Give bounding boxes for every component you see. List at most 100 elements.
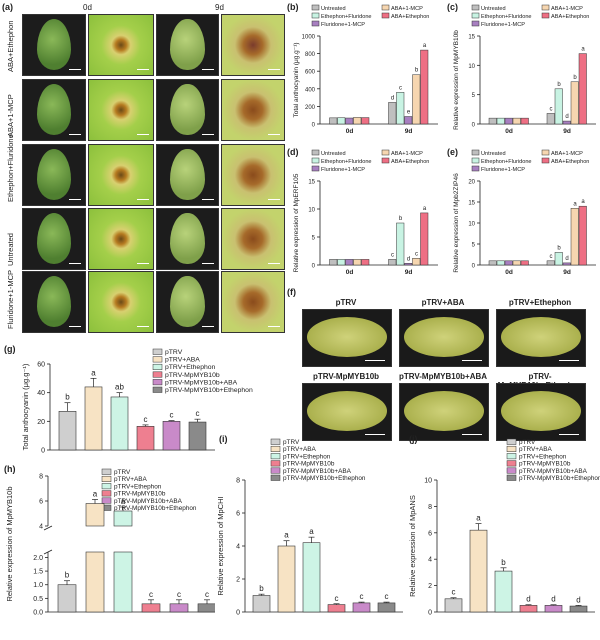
significance-letter: d: [565, 256, 568, 262]
leaf-photo-r0-c0: [22, 14, 86, 76]
legend-label: pTRV+ABA: [519, 446, 552, 453]
significance-letter: a: [423, 43, 427, 49]
legend-label: Ethephon+Fluridone: [321, 159, 372, 165]
bar-upper: [113, 510, 133, 527]
legend-label: pTRV-MpMYB10b+ABA: [114, 498, 183, 505]
bar: [252, 595, 271, 613]
significance-letter: b: [65, 393, 70, 402]
y-tick-label: 1.0: [33, 582, 43, 589]
significance-letter: d: [407, 256, 410, 262]
leaf-photo-r1-c2: [156, 79, 219, 141]
significance-letter: c: [391, 252, 394, 258]
legend-swatch: [270, 467, 281, 474]
leaf-shape: [36, 18, 72, 71]
bar: [162, 421, 181, 451]
legend-label: Untreated: [321, 151, 346, 157]
legend-label: pTRV-MpMYB10b: [114, 491, 166, 498]
y-tick-label: 4: [236, 544, 240, 551]
leaf-shape: [36, 212, 72, 265]
chart-d: (d) Untreated Ethephon+Fluridone Fluridone+…: [287, 147, 438, 276]
legend-swatch: [471, 4, 480, 11]
bar: [84, 386, 103, 451]
leaf-shape: [36, 148, 72, 201]
bar: [110, 396, 129, 451]
legend-swatch: [311, 157, 320, 164]
bar: [569, 605, 588, 613]
y-tick-label: 6: [39, 499, 43, 506]
scale-bar: [69, 262, 81, 264]
bar: [512, 260, 521, 266]
legend-swatch: [506, 445, 517, 452]
legend-label: pTRV+Ethephon: [283, 453, 331, 460]
scale-bar: [137, 198, 149, 200]
legend-swatch: [541, 12, 550, 19]
leaf-photo-r4-c3: [221, 271, 285, 333]
y-tick-label: 0: [41, 448, 45, 455]
bar: [377, 602, 396, 613]
legend-label: pTRV: [283, 439, 300, 446]
legend-label: Fluridone+1-MCP: [321, 167, 365, 173]
scale-bar: [462, 359, 482, 361]
legend-label: pTRV-MpMYB10b: [519, 461, 571, 468]
significance-letter: b: [415, 68, 419, 74]
y-axis-label: Relative expression of MpMYB10b: [5, 486, 14, 601]
y-tick-label: 60: [37, 362, 45, 369]
y-tick-label: 10: [424, 478, 432, 485]
significance-letter: a: [581, 199, 585, 205]
significance-letter: a: [309, 527, 314, 536]
legend-label: pTRV: [519, 439, 536, 446]
scale-bar: [69, 133, 81, 135]
vigs-leaf-photo-2: [496, 309, 586, 367]
bar: [396, 92, 405, 125]
y-tick-label: 8: [236, 478, 240, 485]
significance-letter: c: [415, 251, 418, 257]
significance-letter: c: [452, 588, 456, 597]
y-tick-label: 5: [472, 243, 476, 249]
significance-letter: e: [407, 110, 411, 116]
leaf-shape: [403, 390, 485, 432]
bar: [302, 542, 321, 613]
bar: [327, 604, 346, 613]
bar: [519, 605, 538, 613]
legend-swatch: [506, 474, 517, 481]
y-tick-label: 200: [305, 105, 316, 111]
legend-swatch: [311, 4, 320, 11]
legend-swatch: [101, 497, 112, 504]
day-label-0d: 0d: [83, 3, 92, 12]
leaf-photo-r0-c2: [156, 14, 219, 76]
leaf-shape: [170, 18, 205, 71]
legend-label: pTRV-MpMYB10b+ABA: [283, 468, 352, 475]
bar: [554, 252, 563, 266]
bar: [141, 603, 161, 613]
scale-bar: [137, 262, 149, 264]
legend-label: pTRV-MpMYB10b: [283, 461, 335, 468]
legend-label: ABA+1-MCP: [391, 151, 423, 157]
leaf-shape: [170, 83, 205, 136]
legend-label: Untreated: [481, 151, 506, 157]
y-axis-label: Relative expression of MpERF105: [293, 173, 300, 272]
legend-swatch: [152, 371, 163, 378]
legend-label: pTRV-MpMYB10b+Ethephon: [519, 475, 600, 482]
bar: [388, 259, 397, 266]
y-tick-label: 600: [305, 70, 316, 76]
legend-label: Fluridone+1-MCP: [481, 22, 525, 28]
legend-swatch: [541, 149, 550, 156]
y-tick-label: 0: [312, 123, 316, 129]
y-tick-label: 0: [472, 264, 476, 270]
panel-letter: (j): [409, 434, 418, 444]
bar: [494, 570, 513, 613]
bar: [353, 259, 362, 266]
bar: [345, 117, 354, 125]
bar: [277, 545, 296, 613]
x-tick-label: 9d: [563, 269, 571, 276]
significance-letter: a: [93, 490, 98, 499]
y-tick-label: 20: [37, 419, 45, 426]
scale-bar: [137, 325, 149, 327]
legend-label: pTRV-MpMYB10b+Ethephon: [283, 475, 366, 482]
scale-bar: [202, 262, 214, 264]
leaf-photo-r3-c1: [88, 208, 154, 270]
scale-bar: [202, 325, 214, 327]
leaf-photo-r2-c3: [221, 144, 285, 206]
legend-label: Untreated: [321, 6, 346, 12]
bar: [197, 603, 215, 613]
